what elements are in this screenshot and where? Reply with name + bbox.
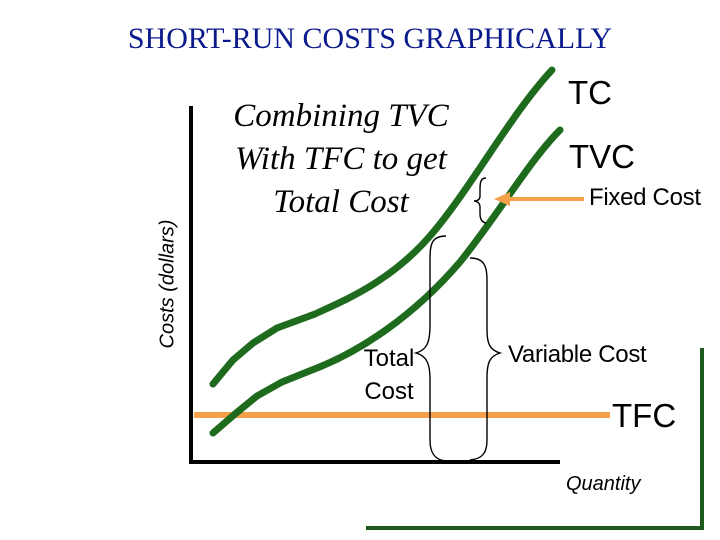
tvc-curve bbox=[209, 126, 564, 437]
total-cost-brace bbox=[413, 235, 447, 462]
slide-title: SHORT-RUN COSTS GRAPHICALLY bbox=[127, 22, 613, 55]
caption-line-2: With TFC to get bbox=[235, 141, 447, 177]
tc-curve bbox=[209, 66, 556, 388]
total-cost-label-line-1: Total bbox=[363, 345, 415, 372]
tfc-label: TFC bbox=[612, 397, 677, 434]
tvc-label: TVC bbox=[569, 138, 635, 175]
fixed-cost-label: Fixed Cost bbox=[589, 184, 701, 211]
tc-label: TC bbox=[568, 74, 612, 111]
variable-cost-brace bbox=[469, 257, 503, 461]
fixed-cost-arrowhead bbox=[494, 192, 510, 206]
caption: Combining TVC With TFC to get Total Cost bbox=[206, 95, 476, 224]
y-axis-label: Costs (dollars) bbox=[156, 219, 179, 349]
total-cost-label: Total Cost bbox=[344, 342, 434, 408]
fixed-cost-brace bbox=[473, 177, 487, 224]
total-cost-label-line-2: Cost bbox=[364, 378, 414, 405]
caption-line-1: Combining TVC bbox=[233, 98, 449, 134]
variable-cost-label: Variable Cost bbox=[508, 341, 647, 368]
x-axis-label: Quantity bbox=[566, 473, 641, 495]
caption-line-3: Total Cost bbox=[273, 184, 409, 220]
